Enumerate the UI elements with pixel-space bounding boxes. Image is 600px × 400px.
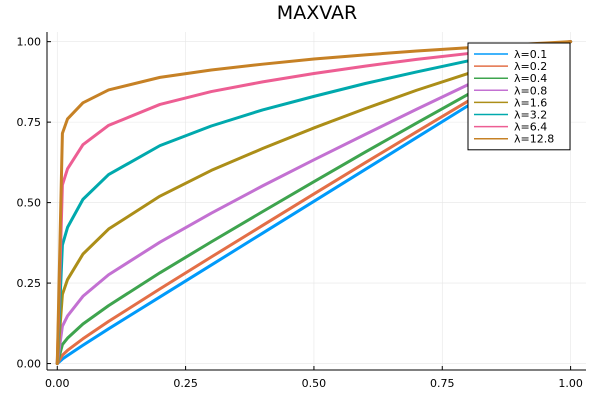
series-line <box>55 40 573 366</box>
legend-label: λ=12.8 <box>514 133 554 146</box>
x-tick-label: 1.00 <box>558 377 583 390</box>
x-tick-label: 0.25 <box>173 377 198 390</box>
legend-label: λ=0.4 <box>514 72 547 85</box>
x-tick-label: 0.50 <box>302 377 327 390</box>
series-line <box>55 40 573 366</box>
tick-labels: 0.00 0.25 0.50 0.75 1.00 0.00 0.25 0.50 0.75 1.00 <box>17 36 583 390</box>
series-line <box>55 40 573 366</box>
series-lines <box>55 40 573 366</box>
legend-box <box>467 42 571 151</box>
series-line <box>55 40 573 366</box>
x-tick-label: 0.75 <box>430 377 455 390</box>
legend-label: λ=0.1 <box>514 48 547 61</box>
y-tick-label: 0.75 <box>17 116 42 129</box>
y-tick-label: 0.50 <box>17 197 42 210</box>
legend-label: λ=6.4 <box>514 121 547 134</box>
legend-label: λ=1.6 <box>514 96 547 109</box>
legend-label: λ=0.8 <box>514 84 547 97</box>
axes <box>46 32 586 371</box>
series-line <box>55 40 573 366</box>
series-line <box>55 40 573 366</box>
legend-label: λ=0.2 <box>514 60 547 73</box>
y-tick-label: 0.00 <box>17 358 42 371</box>
series-line <box>55 40 573 366</box>
legend-label: λ=3.2 <box>514 109 547 122</box>
y-tick-label: 1.00 <box>17 36 42 49</box>
series-line <box>55 40 573 366</box>
chart-title: MAXVAR <box>277 2 357 24</box>
x-tick-label: 0.00 <box>45 377 70 390</box>
legend: λ=0.1λ=0.2λ=0.4λ=0.8λ=1.6λ=3.2λ=6.4λ=12.… <box>467 42 571 151</box>
y-tick-label: 0.25 <box>17 277 42 290</box>
